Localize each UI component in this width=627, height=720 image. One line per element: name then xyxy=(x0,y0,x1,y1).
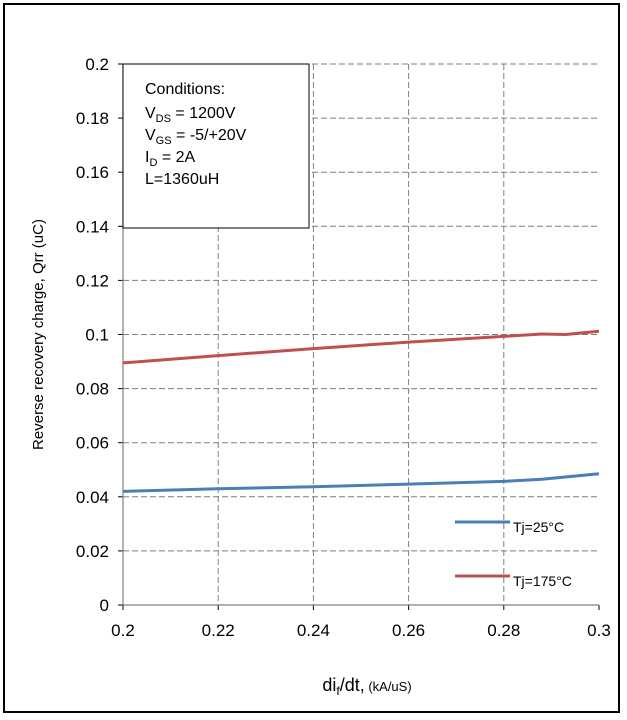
x-tick-label: 0.26 xyxy=(392,621,425,640)
x-axis-title-sub: f xyxy=(336,684,340,698)
conditions-box-border xyxy=(122,63,310,229)
conditions-line-main: I xyxy=(145,149,149,166)
conditions-line-subscript: GS xyxy=(156,135,172,147)
series-line-0 xyxy=(122,472,600,493)
conditions-line-value: = 2A xyxy=(157,149,195,166)
y-tick-label: 0 xyxy=(100,596,109,615)
tick-labels: 0.2 0.22 0.24 0.26 0.28 0.3 0 0.02 0.04 0.06 0.08 0… xyxy=(76,55,611,640)
conditions-line: VDS = 1200V xyxy=(145,105,236,125)
y-tick-label: 0.16 xyxy=(76,163,109,182)
y-tick-label: 0.06 xyxy=(76,434,109,453)
y-tick-label: 0.18 xyxy=(76,109,109,128)
conditions-line-main: L=1360uH xyxy=(145,171,219,188)
y-tick-label: 0.14 xyxy=(76,217,109,236)
x-tick-label: 0.22 xyxy=(202,621,235,640)
conditions-line-value: = -5/+20V xyxy=(172,127,247,144)
y-tick-label: 0.1 xyxy=(85,326,109,345)
x-tick-label: 0.24 xyxy=(297,621,330,640)
y-axis-title: Reverse recovery charge, Qrr (uC) xyxy=(30,219,47,450)
conditions-line: VGS = -5/+20V xyxy=(145,127,247,147)
conditions-line-main: V xyxy=(145,127,156,144)
conditions-title: Conditions: xyxy=(145,81,225,98)
legend-label-1: Tj=175°C xyxy=(513,573,572,589)
chart-frame xyxy=(3,3,620,713)
y-tick-label: 0.04 xyxy=(76,488,109,507)
conditions-line-subscript: DS xyxy=(156,113,171,125)
conditions-line-value: = 1200V xyxy=(171,105,236,122)
y-tick-label: 0.02 xyxy=(76,542,109,561)
conditions-line: ID = 2A xyxy=(145,149,196,169)
x-tick-label: 0.28 xyxy=(487,621,520,640)
series-lines xyxy=(122,329,600,493)
x-axis-title: dif/dt, (kA/uS) xyxy=(322,675,411,698)
x-tick-label: 0.2 xyxy=(111,621,135,640)
legend: Tj=25°C Tj=175°C xyxy=(455,519,572,589)
y-tick-label: 0.2 xyxy=(85,55,109,74)
axis-titles: Reverse recovery charge, Qrr (uC) dif/dt,… xyxy=(30,219,412,698)
conditions-line-subscript: D xyxy=(149,157,157,169)
series-line-1 xyxy=(122,329,600,365)
y-tick-label: 0.08 xyxy=(76,380,109,399)
x-axis-title-unit: (kA/uS) xyxy=(365,679,412,694)
conditions-line-main: V xyxy=(145,105,156,122)
x-axis-title-main: di xyxy=(322,675,336,695)
x-axis-title-rest: /dt, xyxy=(340,675,365,695)
y-tick-label: 0.12 xyxy=(76,271,109,290)
conditions-line: L=1360uH xyxy=(145,171,219,188)
x-tick-label: 0.3 xyxy=(587,621,611,640)
legend-label-0: Tj=25°C xyxy=(513,519,564,535)
